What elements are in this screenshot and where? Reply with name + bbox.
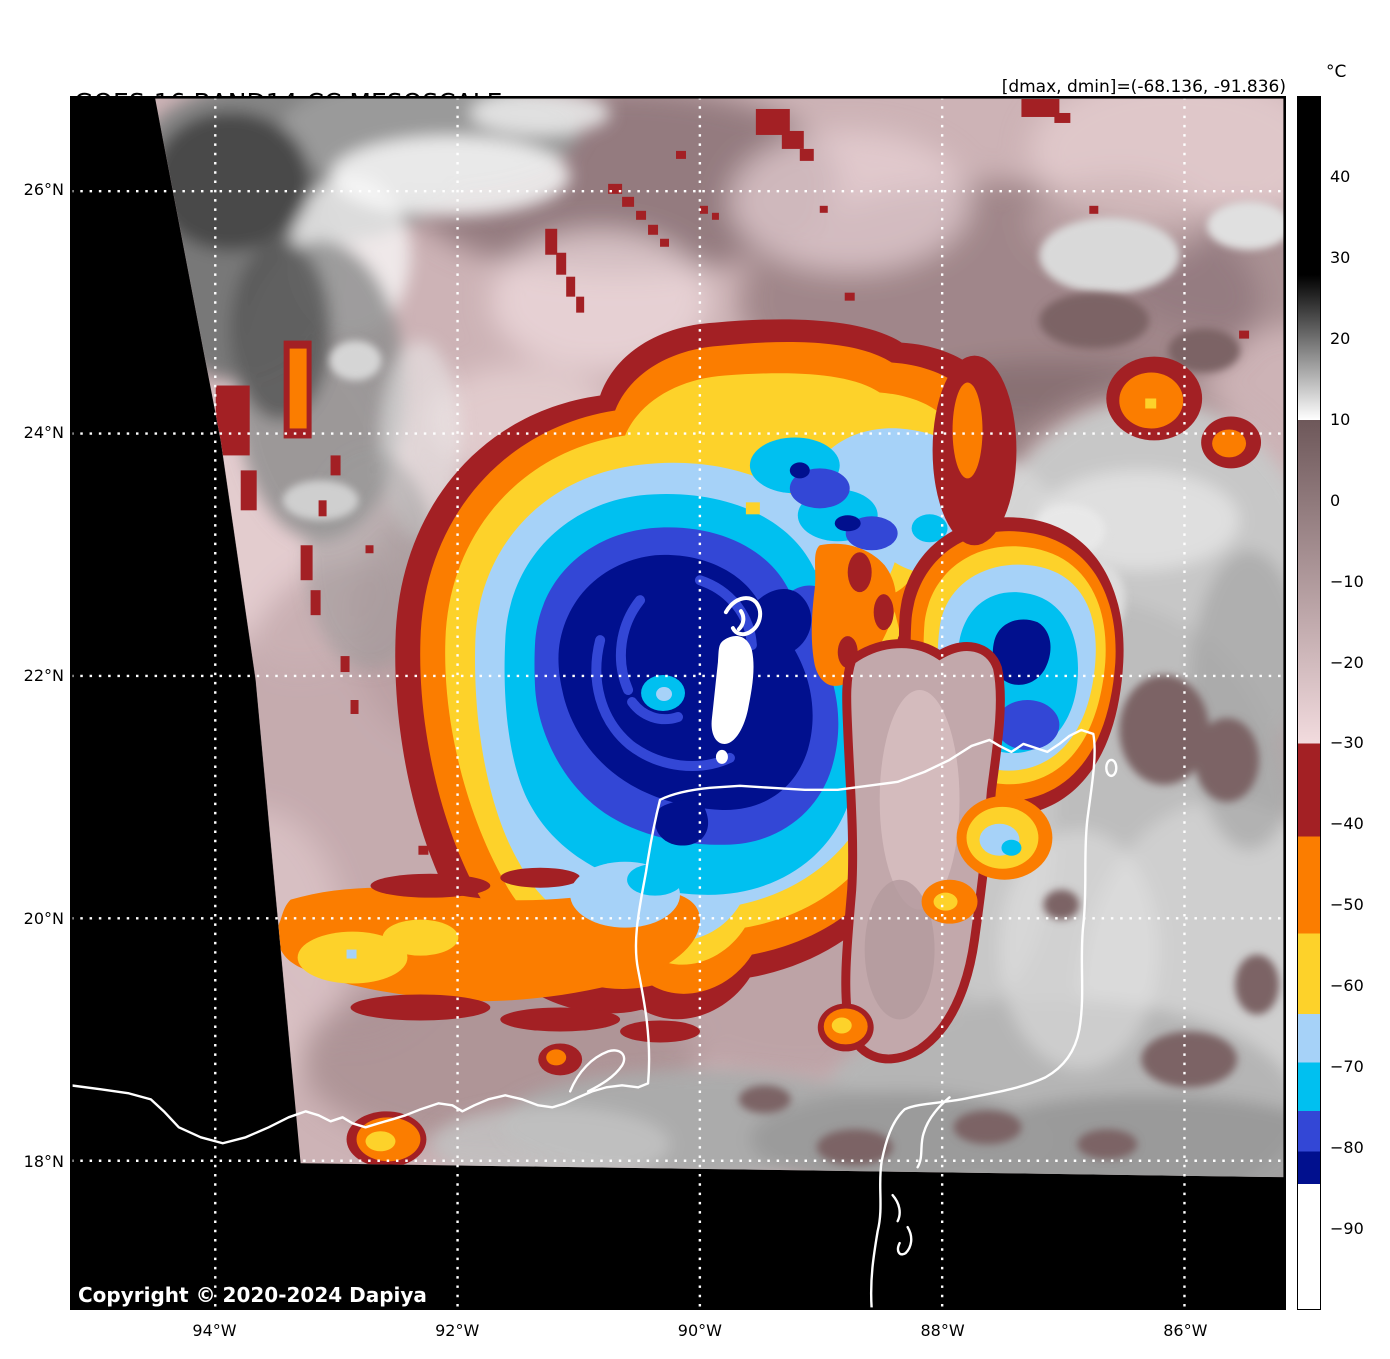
- colorbar-tick-label--10: −10: [1330, 571, 1364, 591]
- lat-tick-label-22: 22°N: [23, 665, 64, 685]
- coastline-hook-artifact: [723, 596, 763, 637]
- coastline-islands: [891, 1193, 913, 1256]
- coastline-cozumel: [1105, 758, 1118, 778]
- colorbar-tick-label--90: −90: [1330, 1219, 1364, 1239]
- colorbar-tick-label--70: −70: [1330, 1057, 1364, 1077]
- colorbar-tick-label--50: −50: [1330, 895, 1364, 915]
- coastline-lagoon: [568, 1049, 626, 1093]
- coastlines: [71, 596, 1118, 1309]
- lat-tick-label-24: 24°N: [23, 423, 64, 443]
- lon-tick-label-86: 86°W: [1163, 1321, 1208, 1340]
- plot-border: [71, 97, 1285, 1309]
- coastline-mexico-yucatan: [71, 728, 1096, 1309]
- lat-tick-label-26: 26°N: [23, 180, 64, 200]
- dmax-dmin-readout: [dmax, dmin]=(-68.136, -91.836): [1001, 77, 1286, 97]
- lon-tick-label-92: 92°W: [435, 1321, 480, 1340]
- copyright-watermark: Copyright © 2020-2024 Dapiya: [78, 1283, 427, 1307]
- isolated-cells: [346, 355, 1262, 1168]
- colorbar-unit-label: °C: [1326, 62, 1347, 82]
- coastline-bay: [916, 1096, 951, 1169]
- colorbar-tick-label--80: −80: [1330, 1138, 1364, 1158]
- lon-tick-label-90: 90°W: [677, 1321, 722, 1340]
- south-outflow-band: [277, 861, 700, 1043]
- satellite-map-canvas: [71, 97, 1285, 1309]
- colorbar-tick-label--20: −20: [1330, 652, 1364, 672]
- colorbar-tick-label--40: −40: [1330, 814, 1364, 834]
- lat-lon-gridlines: [71, 97, 1285, 1309]
- colorbar-tick-label-20: 20: [1330, 328, 1351, 348]
- colorbar-tick-label-10: 10: [1330, 409, 1351, 429]
- lat-tick-label-18: 18°N: [23, 1151, 64, 1171]
- eyewall-swirls: [591, 575, 757, 771]
- west-convective-streaks: [283, 340, 312, 439]
- colorbar-tick-label-0: 0: [1330, 490, 1341, 510]
- coldest-cloud-top: [711, 636, 754, 744]
- lon-tick-label-94: 94°W: [192, 1321, 237, 1340]
- storm-eye-center: [656, 687, 673, 702]
- colorbar-tick-label-40: 40: [1330, 166, 1351, 186]
- lat-tick-label-20: 20°N: [23, 908, 64, 928]
- colorbar-tick-label--60: −60: [1330, 976, 1364, 996]
- colorbar-tick-label-30: 30: [1330, 247, 1351, 267]
- dry-slot: [841, 639, 1005, 1064]
- colorbar-tick-label--30: −30: [1330, 733, 1364, 753]
- warm-land-patches: [738, 292, 1280, 1166]
- colorbar: [1297, 96, 1321, 1310]
- satellite-map: [70, 96, 1286, 1310]
- lon-tick-label-88: 88°W: [920, 1321, 965, 1340]
